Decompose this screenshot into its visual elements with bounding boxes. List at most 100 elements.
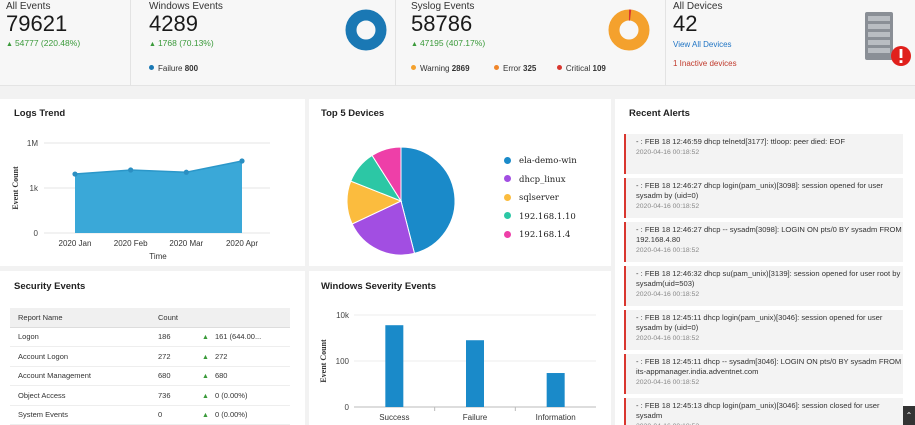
x-tick-label: 2020 Mar <box>169 239 203 248</box>
legend-dot <box>504 193 511 201</box>
top-devices-title: Top 5 Devices <box>321 108 385 119</box>
table-row[interactable]: Object Access 736 ▲ 0 (0.00%) <box>10 385 290 406</box>
table-row[interactable]: Account Management 680 ▲ 680 <box>10 366 290 386</box>
report-name-cell[interactable]: Account Management <box>10 366 150 386</box>
windows-events-delta-text: 1768 (70.13%) <box>157 38 214 48</box>
syslog-events-card[interactable]: Syslog Events 58786 ▲ 47195 (407.17%) War… <box>395 0 665 86</box>
all-devices-card[interactable]: All Devices 42 View All Devices 1 Inacti… <box>665 0 915 86</box>
table-row[interactable]: Account Logon 272 ▲ 272 <box>10 346 290 367</box>
all-events-value: 79621 <box>6 11 68 36</box>
x-tick-label: Success <box>379 413 409 422</box>
windows-severity-title: Windows Severity Events <box>321 281 437 292</box>
legend-label: ela-demo-win <box>519 156 577 166</box>
report-name-cell[interactable]: System Events <box>10 405 150 425</box>
trend-cell: ▲ 0 (0.00%) <box>194 405 290 425</box>
windows-failure-legend: Failure 800 <box>149 64 198 73</box>
report-name-cell[interactable]: Account Logon <box>10 346 150 367</box>
y-tick-label: 100 <box>336 357 350 366</box>
y-tick-label: 10k <box>336 311 350 320</box>
trend-text: 0 (0.00%) <box>214 390 248 400</box>
alert-message: - : FEB 18 12:46:59 dhcp telnetd[3177]: … <box>636 137 845 146</box>
severity-bar[interactable] <box>385 325 404 407</box>
x-tick-label: 2020 Apr <box>226 239 258 248</box>
legend-label: Critical <box>565 64 591 73</box>
windows-donut-ring <box>345 9 387 51</box>
scroll-up-icon[interactable]: ⌃ <box>903 406 915 425</box>
trend-area <box>75 161 242 233</box>
y-axis-label: Event Count <box>319 339 328 383</box>
alert-timestamp: 2020-04-16 00:18:52 <box>636 247 700 254</box>
legend-item[interactable]: ela-demo-win <box>504 156 577 173</box>
report-name-cell[interactable]: Object Access <box>10 385 150 406</box>
legend-count: 325 <box>523 64 537 73</box>
table-header-row: Report Name Count <box>10 308 290 328</box>
x-tick-label: Failure <box>463 413 488 422</box>
y-tick-label: 0 <box>34 229 39 238</box>
alert-timestamp: 2020-04-16 00:18:52 <box>636 149 700 156</box>
count-cell: 736 <box>150 385 194 406</box>
alert-message: - : FEB 18 12:45:11 dhcp -- sysadm[3046]… <box>636 357 902 376</box>
pie-slice[interactable] <box>400 146 456 254</box>
severity-bar[interactable] <box>466 340 484 407</box>
triangle-up-icon: ▲ <box>6 41 13 48</box>
trend-point[interactable] <box>128 167 134 173</box>
legend-label: Error <box>503 64 521 73</box>
all-devices-value: 42 <box>673 11 698 36</box>
legend-item[interactable]: dhcp_linux <box>504 175 577 192</box>
x-tick-label: Information <box>536 413 576 422</box>
legend-dot <box>149 65 154 70</box>
table-row[interactable]: System Events 0 ▲ 0 (0.00%) <box>10 405 290 425</box>
windows-donut-chart <box>345 9 387 51</box>
legend-count: 2869 <box>451 64 470 73</box>
syslog-legend: Warning 2869 Error 325 Critical 109 <box>411 64 606 73</box>
y-tick-label: 1M <box>27 139 38 148</box>
legend-label: sqlserver <box>519 193 559 203</box>
view-all-devices-link[interactable]: View All Devices <box>673 40 732 49</box>
alert-item[interactable]: - : FEB 18 12:45:11 dhcp login(pam_unix)… <box>624 310 903 350</box>
alert-item[interactable]: - : FEB 18 12:45:13 dhcp login(pam_unix)… <box>624 398 903 425</box>
trend-point[interactable] <box>183 169 189 175</box>
windows-events-card[interactable]: Windows Events 4289 ▲ 1768 (70.13%) Failu… <box>130 0 395 86</box>
alert-item[interactable]: - : FEB 18 12:46:32 dhcp su(pam_unix)[31… <box>624 266 903 306</box>
trend-cell: ▲ 680 <box>194 366 290 386</box>
alert-item[interactable]: - : FEB 18 12:46:27 dhcp -- sysadm[3098]… <box>624 222 903 262</box>
triangle-up-icon: ▲ <box>202 412 209 420</box>
recent-alerts-list[interactable]: - : FEB 18 12:46:59 dhcp telnetd[3177]: … <box>624 134 904 425</box>
y-tick-label: 0 <box>345 403 350 412</box>
legend-dot <box>504 156 511 164</box>
table-row[interactable]: Logon 186 ▲ 161 (644.00... <box>10 327 290 347</box>
legend-dot <box>411 65 416 70</box>
windows-severity-chart: 10k 100 0 Success Failure Information Event Co… <box>319 311 596 422</box>
legend-item[interactable]: 192.168.1.4 <box>504 230 577 247</box>
syslog-events-value: 58786 <box>411 11 473 36</box>
inactive-devices-link[interactable]: 1 Inactive devices <box>673 59 737 68</box>
legend-dot <box>494 65 499 70</box>
server-rack-icon <box>865 12 911 66</box>
legend-label: 192.168.1.10 <box>519 211 576 222</box>
pie-slice[interactable] <box>351 200 416 256</box>
report-name-cell[interactable]: Logon <box>10 327 150 347</box>
column-header <box>194 308 290 328</box>
alert-item[interactable]: - : FEB 18 12:45:11 dhcp -- sysadm[3046]… <box>624 354 903 394</box>
alert-message: - : FEB 18 12:46:27 dhcp login(pam_unix)… <box>636 181 883 200</box>
legend-label: Failure <box>158 64 183 73</box>
summary-bar: All Events 79621 ▲ 54777 (220.48%) Window… <box>0 0 915 86</box>
all-events-delta: ▲ 54777 (220.48%) <box>6 38 80 48</box>
trend-point[interactable] <box>72 171 78 177</box>
x-tick-label: 2020 Feb <box>114 239 148 248</box>
security-events-table: Report Name Count Logon 186 ▲ 161 (644.00..… <box>10 308 290 425</box>
alert-item[interactable]: - : FEB 18 12:46:27 dhcp login(pam_unix)… <box>624 178 903 218</box>
legend-item[interactable]: sqlserver <box>504 193 577 210</box>
legend-label: dhcp_linux <box>519 174 566 185</box>
all-events-card[interactable]: All Events 79621 ▲ 54777 (220.48%) <box>0 0 130 86</box>
trend-point[interactable] <box>239 158 245 164</box>
top-devices-pie <box>346 146 456 256</box>
alert-item[interactable]: - : FEB 18 12:46:59 dhcp telnetd[3177]: … <box>624 134 903 174</box>
pie-slice[interactable] <box>371 146 402 203</box>
severity-bar[interactable] <box>546 373 565 407</box>
count-cell: 272 <box>150 346 194 367</box>
legend-item[interactable]: 192.168.1.10 <box>504 212 577 229</box>
triangle-up-icon: ▲ <box>202 392 209 400</box>
alert-message: - : FEB 18 12:45:13 dhcp login(pam_unix)… <box>636 401 880 420</box>
